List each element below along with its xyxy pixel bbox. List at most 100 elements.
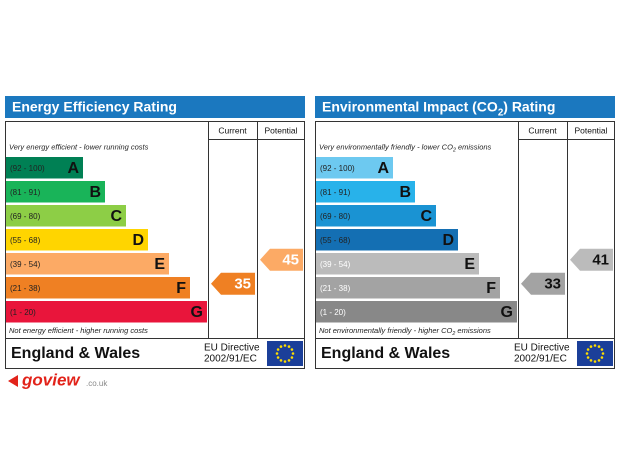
band-letter: C (420, 208, 432, 225)
band-range: (92 - 100) (320, 164, 355, 173)
band (316, 205, 436, 227)
panel-title-part: Environmental Impact (CO (322, 98, 498, 114)
eu-star (586, 348, 590, 351)
band (316, 157, 393, 179)
band (6, 205, 126, 227)
top-note-part: Very environmentally friendly - lower CO (319, 142, 453, 151)
bottom-note-part: Not environmentally friendly - higher CO (319, 326, 453, 335)
eu-star (585, 352, 589, 355)
band-letter: D (442, 232, 454, 249)
eu-star (279, 359, 283, 362)
band-range: (39 - 54) (320, 260, 351, 269)
band-range: (81 - 91) (320, 188, 351, 197)
column-header: Potential (264, 125, 297, 135)
band (316, 301, 517, 323)
band-range: (92 - 100) (10, 164, 45, 173)
band-range: (55 - 68) (320, 236, 351, 245)
directive: EU Directive (204, 343, 260, 354)
band (6, 277, 190, 299)
bottom-note-part: Not energy efficient - higher running co… (9, 326, 148, 335)
bottom-note: Not environmentally friendly - higher CO… (319, 326, 491, 337)
eu-star (279, 345, 283, 348)
band-letter: E (464, 256, 475, 273)
eu-star (593, 360, 597, 363)
band-letter: B (89, 184, 101, 201)
band (316, 181, 415, 203)
title-bar (5, 96, 305, 118)
rating-arrow (211, 272, 255, 295)
eu-star (589, 359, 593, 362)
band-letter: B (399, 184, 411, 201)
column-header: Current (218, 125, 247, 135)
band-range: (69 - 80) (10, 212, 41, 221)
eu-star (600, 348, 604, 351)
country: England & Wales (321, 345, 450, 362)
band-letter: G (191, 304, 203, 321)
logo-icon (8, 375, 18, 387)
band (6, 229, 148, 251)
eu-star (586, 356, 590, 359)
column-header: Current (528, 125, 557, 135)
column-header: Potential (574, 125, 607, 135)
rating-value: 33 (544, 276, 561, 293)
band-letter: G (501, 304, 513, 321)
eu-star (283, 344, 287, 347)
top-note-part: 2 (452, 148, 456, 154)
band-range: (39 - 54) (10, 260, 41, 269)
band-range: (21 - 38) (10, 284, 41, 293)
band-range: (81 - 91) (10, 188, 41, 197)
bottom-note-part: 2 (451, 331, 455, 337)
band (6, 253, 169, 275)
band-letter: D (132, 232, 144, 249)
band-range: (21 - 38) (320, 284, 351, 293)
panel-title-part: ) Rating (503, 98, 555, 114)
band-letter: A (67, 160, 79, 177)
logo-text: goview (21, 370, 81, 389)
eu-star (283, 360, 287, 363)
eu-star (600, 356, 604, 359)
rating-value: 35 (234, 276, 251, 293)
band-range: (55 - 68) (10, 236, 41, 245)
logo: goview .co.uk (8, 370, 108, 389)
band (316, 229, 458, 251)
panel-title: Environmental Impact (CO2) Rating (322, 98, 555, 118)
eu-star (287, 359, 291, 362)
rating-value: 45 (282, 252, 299, 269)
band (316, 253, 479, 275)
eu-star (290, 356, 294, 359)
title-bar (315, 96, 615, 118)
eu-star (275, 352, 279, 355)
eu-star (291, 352, 295, 355)
band-letter: F (176, 280, 186, 297)
rating-arrow (260, 248, 303, 271)
rating-arrow (521, 272, 565, 295)
eu-star (290, 348, 294, 351)
top-note: Very environmentally friendly - lower CO… (319, 142, 492, 153)
eu-star (597, 345, 601, 348)
bottom-note-part: emissions (455, 326, 491, 335)
band-letter: E (154, 256, 165, 273)
eu-star (597, 359, 601, 362)
eu-star (593, 344, 597, 347)
band-range: (69 - 80) (320, 212, 351, 221)
panel-title-part: 2 (498, 108, 504, 119)
directive: EU Directive (514, 343, 570, 354)
band-range: (1 - 20) (320, 308, 346, 317)
band-letter: F (486, 280, 496, 297)
band-letter: C (110, 208, 122, 225)
top-note-part: Very energy efficient - lower running co… (9, 142, 149, 151)
band (6, 157, 83, 179)
logo-suffix: .co.uk (86, 379, 108, 388)
eu-star (287, 345, 291, 348)
rating-arrow (570, 248, 613, 271)
panel-title: Energy Efficiency Rating (12, 98, 177, 114)
band-letter: A (377, 160, 389, 177)
eu-star (276, 348, 280, 351)
panel-title-part: Energy Efficiency Rating (12, 98, 177, 114)
band (316, 277, 500, 299)
top-note: Very energy efficient - lower running co… (9, 142, 149, 151)
directive: 2002/91/EC (204, 354, 257, 365)
band-range: (1 - 20) (10, 308, 36, 317)
band (6, 301, 207, 323)
